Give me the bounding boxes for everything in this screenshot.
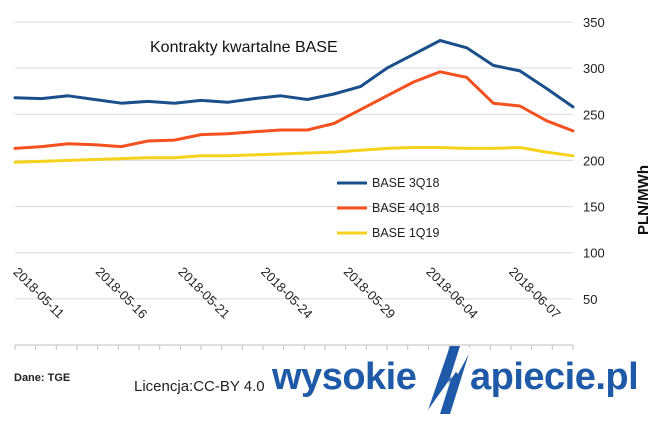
y-tick-label: 250	[583, 107, 605, 122]
legend-label: BASE 1Q19	[372, 226, 439, 240]
y-tick-label: 200	[583, 153, 605, 168]
series-line-base-4q18	[13, 70, 575, 150]
data-source: Dane: TGE	[14, 372, 71, 384]
lightning-n-logo-icon	[428, 346, 472, 414]
legend: BASE 3Q18 BASE 4Q18 BASE 1Q19	[337, 176, 439, 240]
series-line-base-3q18	[13, 39, 575, 109]
site-logo: wysokie apiecie.pl	[262, 340, 657, 420]
license-text: Licencja:CC-BY 4.0	[134, 378, 265, 395]
x-axis	[14, 344, 574, 350]
y-tick-label: 350	[583, 15, 605, 30]
x-tick-label: 2018-05-16	[93, 264, 151, 322]
y-axis-label: PLN/MWh	[635, 165, 652, 235]
x-tick-label: 2018-05-21	[175, 264, 233, 322]
y-tick-label: 150	[583, 200, 605, 215]
x-axis-ticks: 2018-05-11 2018-05-16 2018-05-21 2018-05-24…	[10, 264, 563, 322]
x-tick-label: 2018-05-29	[341, 264, 399, 322]
logo-text-right: apiecie.pl	[470, 356, 639, 398]
y-tick-label: 100	[583, 246, 605, 261]
logo-text-left: wysokie	[272, 356, 417, 398]
y-axis-ticks: 50 100 150 200 250 300 350	[583, 15, 605, 307]
y-tick-label: 50	[583, 292, 597, 307]
chart-title: Kontrakty kwartalne BASE	[150, 39, 338, 56]
legend-label: BASE 3Q18	[372, 176, 439, 190]
legend-label: BASE 4Q18	[372, 201, 439, 215]
x-tick-label: 2018-06-07	[506, 264, 564, 322]
y-tick-label: 300	[583, 61, 605, 76]
x-tick-label: 2018-05-24	[258, 264, 316, 322]
series-lines	[13, 39, 575, 164]
series-line-base-1q19	[13, 146, 575, 164]
x-tick-label: 2018-06-04	[423, 264, 481, 322]
x-tick-label: 2018-05-11	[10, 264, 67, 321]
